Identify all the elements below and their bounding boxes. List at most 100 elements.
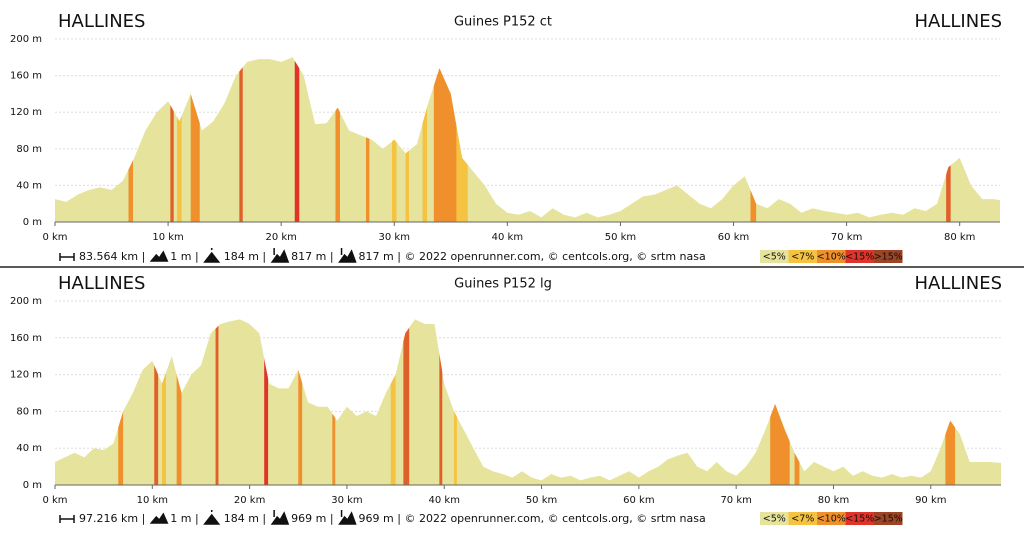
legend-label: <10% [817,514,846,525]
stat-icon [59,253,75,261]
steep-section [439,319,443,485]
stat-text: 97.216 km | [79,512,145,525]
x-tick-label: 90 km [915,495,946,506]
steep-section [946,57,951,222]
legend-label: <7% [791,514,814,525]
x-tick-label: 80 km [818,495,849,506]
y-tick-label: 80 m [16,144,42,155]
stat-text: 1 m | [170,250,198,263]
y-tick-label: 0 m [23,217,42,228]
steep-section [118,319,124,485]
steep-section [177,57,182,222]
x-tick-label: 40 km [429,495,460,506]
chart-title: Guines P152 ct [454,15,552,30]
steep-section [176,319,182,485]
legend-label: <7% [791,252,814,263]
elevation-area [55,57,1000,222]
stat-text: 1 m | [170,512,198,525]
stat-icon [59,515,75,523]
steep-section [365,57,370,222]
stat-text: 817 m | [291,250,333,263]
stat-text: 969 m | [291,512,333,525]
x-tick-label: 40 km [492,232,523,243]
x-tick-label: 0 km [42,495,67,506]
steep-section [190,57,200,222]
stat-icon [203,510,221,525]
legend-label: <10% [817,252,846,263]
steep-section [294,57,300,222]
legend-label: <15% [845,514,874,525]
legend-label: >15% [874,252,903,263]
steep-section [456,57,468,222]
end-label: HALLINES [915,273,1002,294]
x-tick-label: 10 km [137,495,168,506]
y-tick-label: 40 m [16,180,42,191]
stat-icon [270,248,290,263]
x-tick-label: 10 km [152,232,183,243]
steep-section [391,57,397,222]
x-tick-label: 30 km [331,495,362,506]
y-tick-label: 120 m [10,107,42,118]
legend-label: <5% [763,514,786,525]
y-tick-label: 80 m [16,406,42,417]
x-tick-label: 0 km [42,232,67,243]
legend-swatch [817,512,846,525]
stat-text: 184 m | [224,250,266,263]
steep-section [128,57,134,222]
y-tick-label: 200 m [10,296,42,307]
x-tick-label: 50 km [605,232,636,243]
stat-icon [149,250,169,262]
legend-swatch [788,512,817,525]
steep-section [215,319,219,485]
steep-section [433,57,457,222]
legend-swatch [817,250,846,263]
steep-section [405,57,409,222]
stat-text: 83.564 km | [79,250,145,263]
x-tick-label: 20 km [265,232,296,243]
end-label: HALLINES [915,11,1002,32]
steep-section [264,319,269,485]
steep-section [239,57,243,222]
legend-label: <5% [763,252,786,263]
stat-icon [203,248,221,263]
x-tick-label: 80 km [944,232,975,243]
steep-section [794,319,800,485]
stat-icon [270,510,290,525]
legend-swatch [874,250,903,263]
steep-section [750,57,757,222]
y-tick-label: 120 m [10,370,42,381]
steep-section [298,319,303,485]
start-label: HALLINES [58,11,145,32]
stat-text: 184 m | [224,512,266,525]
stat-text: 969 m | © 2022 openrunner.com, © centcol… [359,512,706,525]
legend-label: >15% [874,514,903,525]
steep-section [403,319,410,485]
legend-swatch [760,250,789,263]
legend-swatch [760,512,789,525]
y-tick-label: 0 m [23,480,42,491]
legend-swatch [845,512,874,525]
steep-section [945,319,956,485]
steep-section [390,319,396,485]
x-tick-label: 70 km [831,232,862,243]
legend-swatch [788,250,817,263]
stat-icon [149,512,169,524]
chart-title: Guines P152 lg [454,277,552,292]
y-tick-label: 200 m [10,34,42,45]
steep-section [422,57,428,222]
steep-section [335,57,340,222]
start-label: HALLINES [58,273,145,294]
legend-label: <15% [845,252,874,263]
x-tick-label: 50 km [526,495,557,506]
x-tick-label: 60 km [623,495,654,506]
x-tick-label: 20 km [234,495,265,506]
y-tick-label: 40 m [16,443,42,454]
steep-section [170,57,174,222]
stat-text: 817 m | © 2022 openrunner.com, © centcol… [359,250,706,263]
steep-section [453,319,457,485]
y-tick-label: 160 m [10,71,42,82]
elevation-area [55,319,1001,485]
x-tick-label: 70 km [720,495,751,506]
stat-icon [338,248,357,263]
steep-section [162,319,166,485]
